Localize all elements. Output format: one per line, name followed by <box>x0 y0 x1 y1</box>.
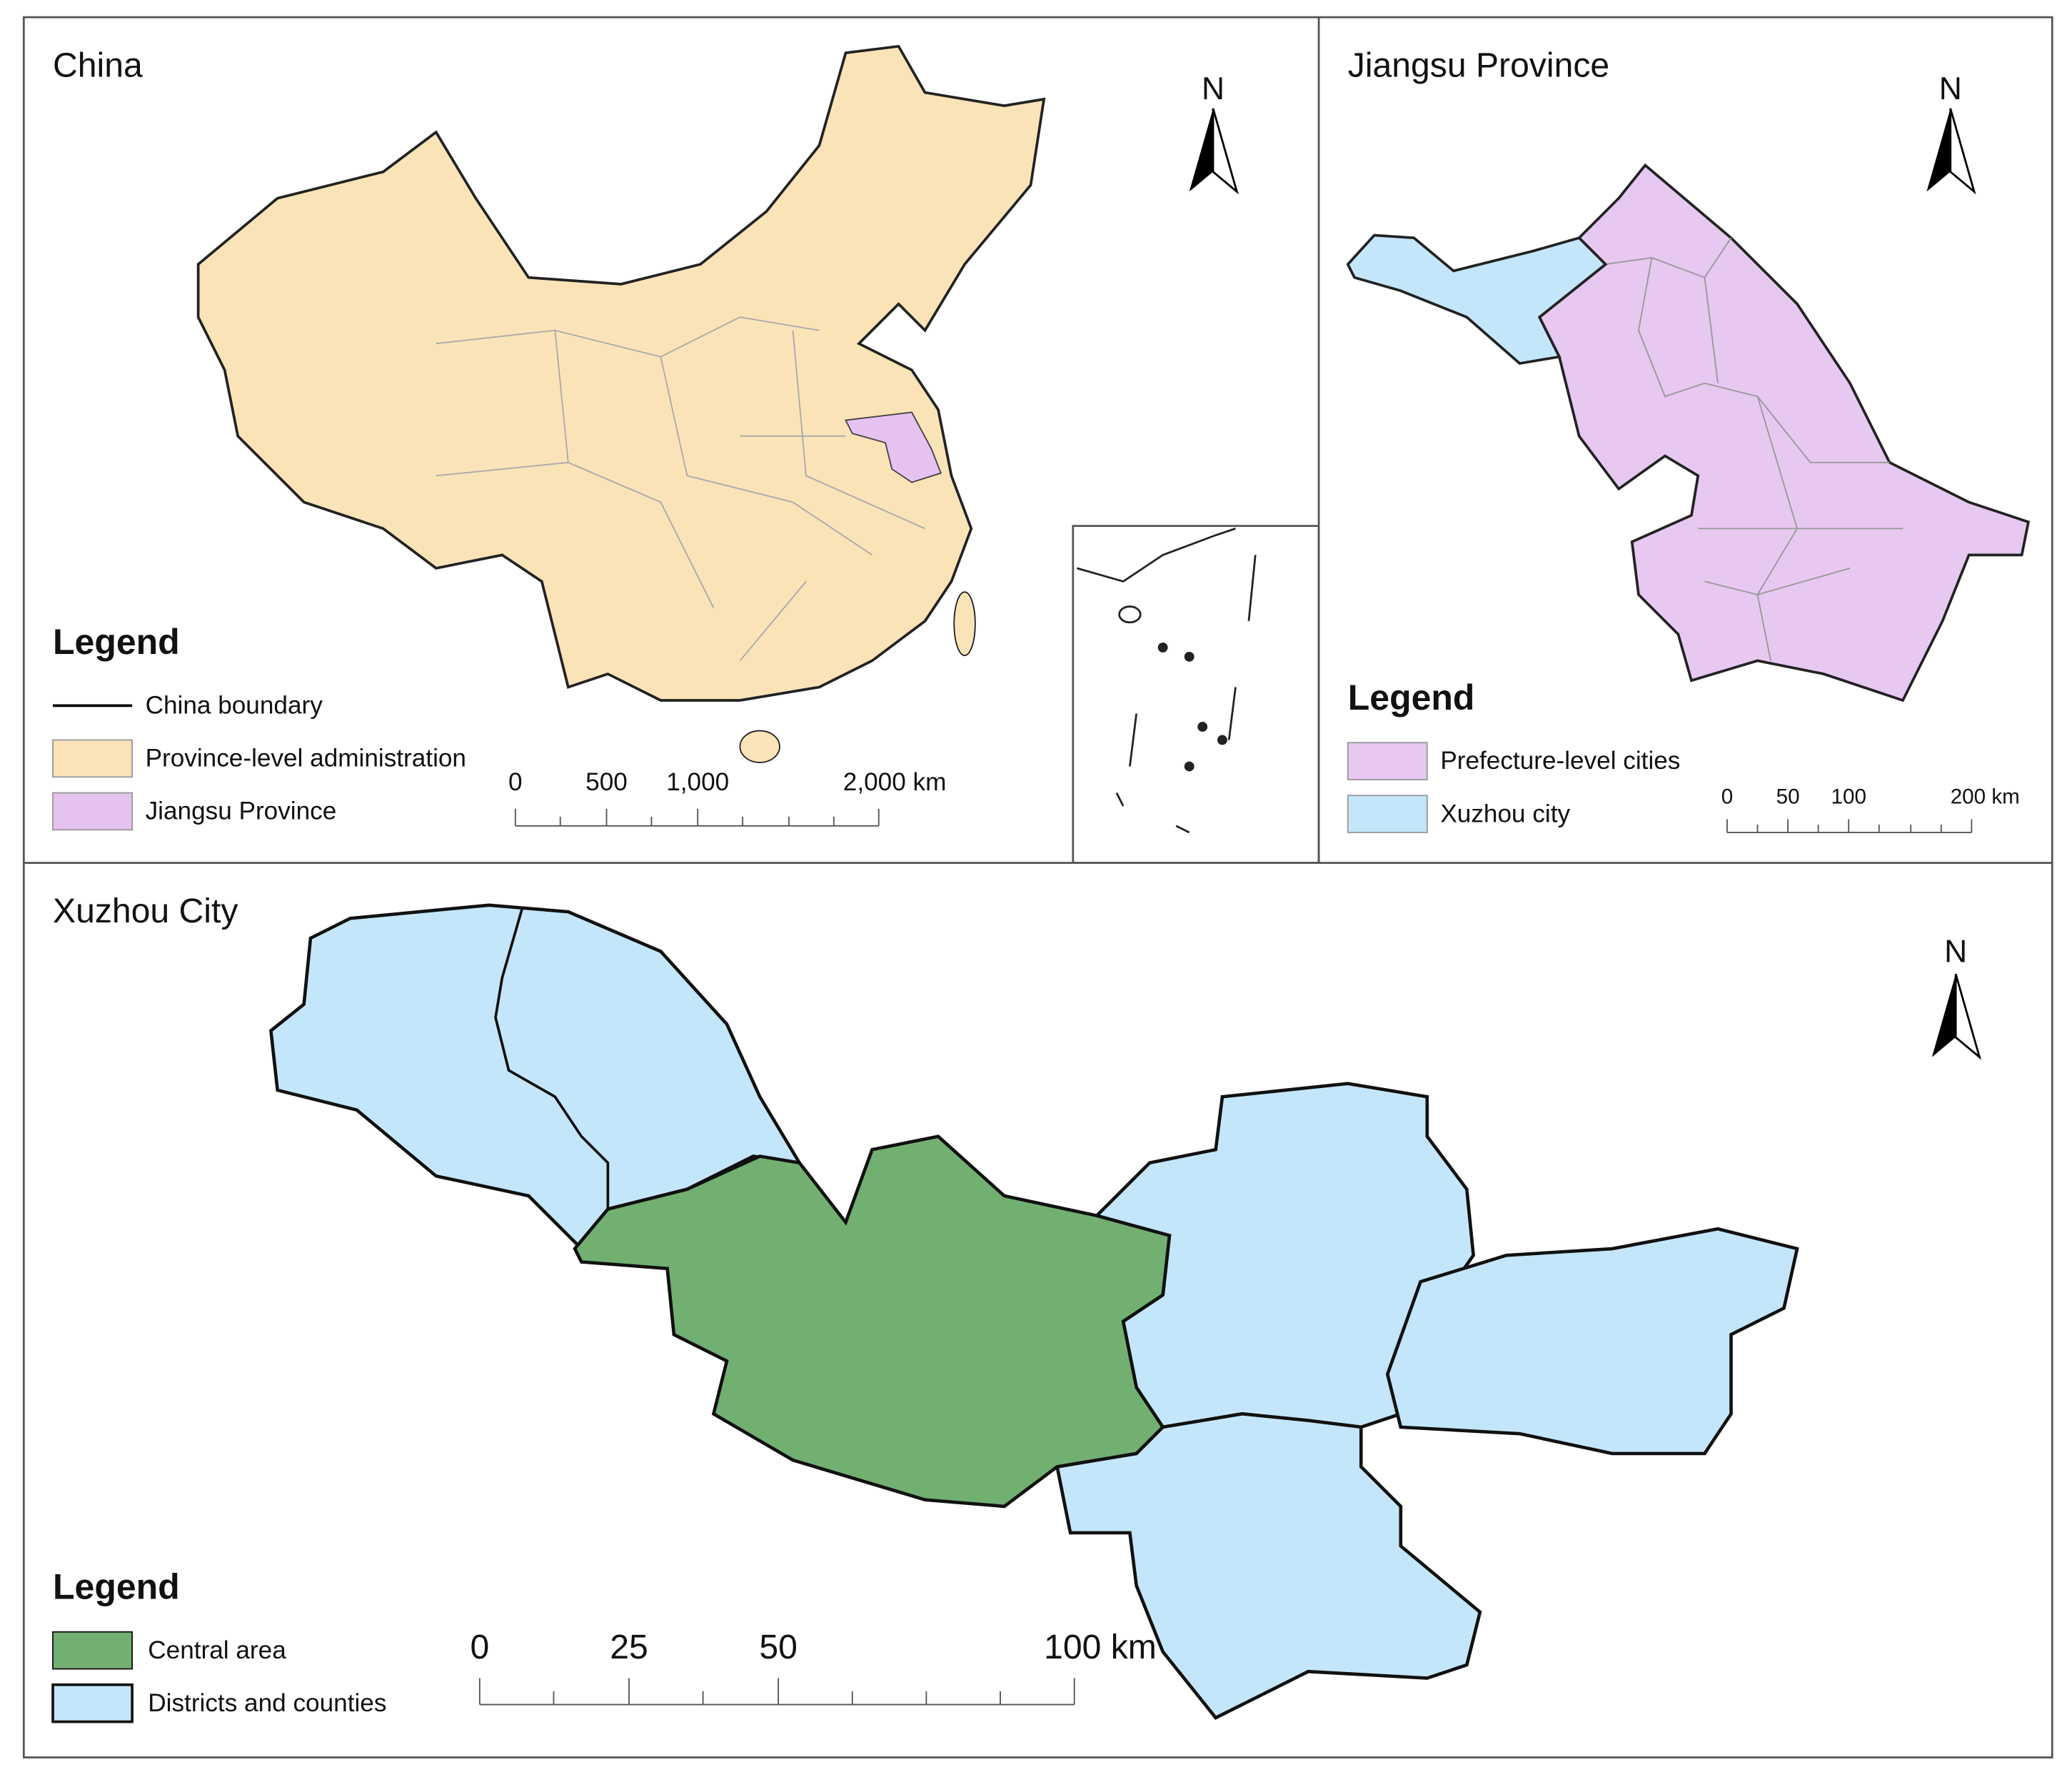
panel-title: China <box>53 46 143 84</box>
legend-swatch <box>52 792 134 831</box>
legend-title: Legend <box>53 622 180 662</box>
legend-title: Legend <box>53 1566 180 1606</box>
inset-islands <box>1076 528 1257 834</box>
legend-title: Legend <box>1348 678 1475 718</box>
province-borders <box>436 316 925 662</box>
xuzhou-map <box>268 903 1799 1720</box>
scale-label: 25 <box>610 1628 648 1666</box>
legend-swatch <box>51 1683 134 1723</box>
scale-label: 1,000 <box>666 768 729 796</box>
district <box>1385 1227 1799 1456</box>
north-label: N <box>1944 934 1967 969</box>
north-arrow: N <box>1931 934 1982 1060</box>
north-label: N <box>1202 71 1224 106</box>
china-map <box>196 44 1046 763</box>
scale-bar <box>478 1678 1075 1706</box>
legend-label: Districts and counties <box>148 1689 386 1717</box>
scale-label: 0 <box>470 1628 489 1666</box>
legend-label: Central area <box>148 1636 286 1664</box>
city-borders <box>1605 237 1903 661</box>
scale-label: 500 <box>585 768 628 796</box>
scale-label: 50 <box>1776 785 1800 808</box>
district <box>1055 1412 1482 1720</box>
north-arrow: N <box>1189 71 1239 195</box>
scale-label: 100 <box>1831 785 1866 808</box>
panel-title: Jiangsu Province <box>1348 46 1609 84</box>
scale-label: 2,000 km <box>843 768 947 796</box>
scale-label: 0 <box>508 768 523 796</box>
district-border <box>494 908 610 1209</box>
taiwan <box>953 591 976 656</box>
legend-label: Province-level administration <box>146 745 466 772</box>
scale-label: 0 <box>1721 785 1733 808</box>
scale-bar <box>514 808 880 827</box>
inset-frame <box>1072 525 1320 864</box>
legend-swatch <box>1347 795 1428 833</box>
hainan <box>739 730 780 763</box>
panel-title: Xuzhou City <box>53 892 238 930</box>
scale-bar <box>1726 819 1973 833</box>
outer-frame <box>22 16 2053 1758</box>
scale-label: 200 km <box>1951 785 2020 808</box>
legend-label: Jiangsu Province <box>146 797 337 825</box>
prefecture-cities <box>1537 163 2031 703</box>
legend-label: Prefecture-level cities <box>1440 747 1680 775</box>
north-arrow: N <box>1926 71 1976 195</box>
xuzhou-highlight <box>1346 233 1608 365</box>
china-shape <box>196 44 1046 702</box>
north-label: N <box>1939 71 1962 106</box>
central-area <box>573 1134 1172 1509</box>
jiangsu-highlight <box>845 411 942 483</box>
legend-swatch <box>1347 742 1428 780</box>
jiangsu-map <box>1346 163 2031 703</box>
legend-swatch <box>52 739 134 778</box>
legend-label: China boundary <box>146 692 323 720</box>
scale-label: 50 <box>759 1628 798 1666</box>
legend-swatch <box>52 1631 134 1670</box>
scale-label: 100 km <box>1044 1628 1157 1666</box>
legend-label: Xuzhou city <box>1440 800 1570 827</box>
